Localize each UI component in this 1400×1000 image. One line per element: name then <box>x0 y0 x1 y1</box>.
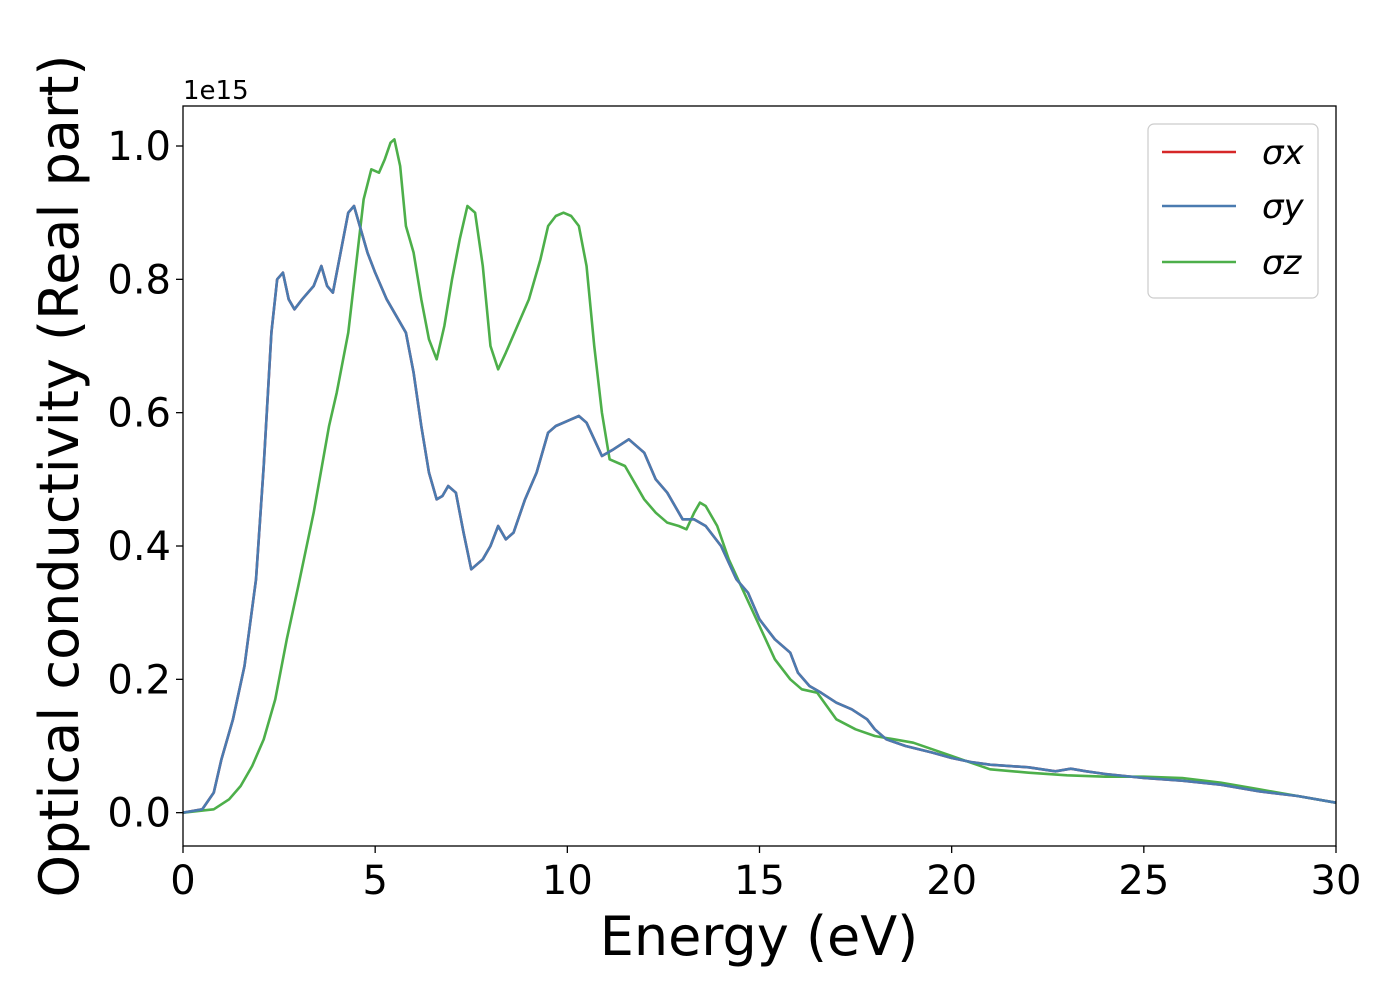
legend-label-sigma-y: σy <box>1262 187 1305 227</box>
y-tick-label: 0.0 <box>107 791 171 837</box>
legend-label-sigma-x: σx <box>1262 133 1305 173</box>
legend: σx σy σz <box>1147 123 1319 299</box>
y-offset-label: 1e15 <box>183 76 249 106</box>
x-tick-label: 10 <box>542 858 593 904</box>
legend-box <box>1147 123 1319 299</box>
x-axis-title: Energy (eV) <box>600 905 919 968</box>
x-tick-label: 5 <box>362 858 387 904</box>
x-tick-label: 0 <box>170 858 195 904</box>
y-axis: 0.0 0.2 0.4 0.6 0.8 1.0 <box>107 124 183 837</box>
y-tick-label: 0.8 <box>107 257 171 303</box>
x-tick-label: 20 <box>926 858 977 904</box>
x-tick-label: 30 <box>1311 858 1362 904</box>
series-line-sigma-y <box>182 204 1337 814</box>
y-tick-label: 0.4 <box>107 524 171 570</box>
y-tick-label: 0.2 <box>107 657 171 703</box>
y-axis-title: Optical conductivity (Real part) <box>28 55 91 898</box>
y-tick-label: 0.6 <box>107 391 171 437</box>
series-layer <box>182 138 1337 814</box>
series-line-sigma-z <box>182 138 1337 814</box>
x-tick-label: 15 <box>734 858 785 904</box>
legend-label-sigma-z: σz <box>1262 243 1303 283</box>
y-tick-label: 1.0 <box>107 124 171 170</box>
x-axis: 0 5 10 15 20 25 30 <box>170 846 1361 904</box>
x-tick-label: 25 <box>1118 858 1169 904</box>
